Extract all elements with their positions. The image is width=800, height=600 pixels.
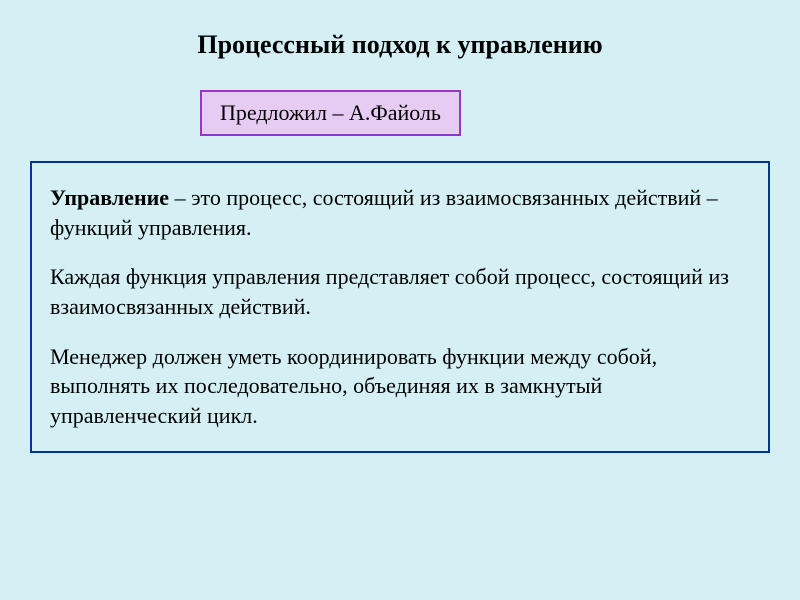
page-title: Процессный подход к управлению xyxy=(0,30,800,60)
definition-term: Управление xyxy=(50,185,169,210)
definition-box: Управление – это процесс, состоящий из в… xyxy=(30,161,770,453)
proposal-box: Предложил – А.Файоль xyxy=(200,90,461,136)
definition-para-2: Каждая функция управления представляет с… xyxy=(50,262,750,321)
definition-para-1: Управление – это процесс, состоящий из в… xyxy=(50,183,750,242)
definition-para-3: Менеджер должен уметь координировать фун… xyxy=(50,342,750,431)
proposal-text: Предложил – А.Файоль xyxy=(220,100,441,125)
slide-container: Процессный подход к управлению Предложил… xyxy=(0,0,800,600)
